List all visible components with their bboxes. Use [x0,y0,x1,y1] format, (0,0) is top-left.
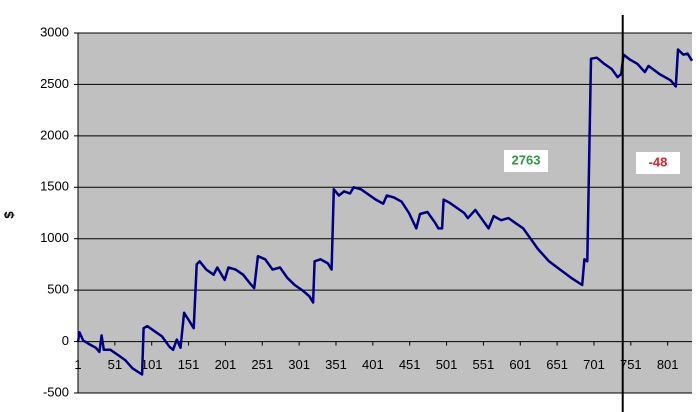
x-tick-label: 751 [620,357,642,372]
x-tick-label: 101 [141,357,163,372]
annotation-box [636,152,680,174]
y-tick-label: 2000 [40,127,69,142]
annotation: 2763 [512,152,541,167]
y-tick-label: -500 [43,384,69,399]
annotation: -48 [649,154,668,169]
x-tick-label: 251 [251,357,273,372]
y-tick-label: 1000 [40,230,69,245]
x-tick-label: 801 [657,357,679,372]
plot-area [78,33,692,393]
y-tick-label: 2500 [40,76,69,91]
x-tick-label: 701 [583,357,605,372]
x-tick-label: 1 [74,357,81,372]
y-tick-label: 3000 [40,24,69,39]
x-tick-label: 551 [473,357,495,372]
x-tick-label: 201 [215,357,237,372]
x-tick-label: 401 [362,357,384,372]
y-axis-label: $ [1,211,16,219]
x-tick-label: 51 [108,357,122,372]
x-tick-label: 351 [325,357,347,372]
x-tick-label: 501 [436,357,458,372]
y-tick-label: 1500 [40,179,69,194]
y-tick-label: 500 [47,282,69,297]
x-tick-label: 651 [546,357,568,372]
y-tick-label: 0 [62,333,69,348]
annotation-box [504,150,548,172]
x-tick-label: 601 [509,357,531,372]
x-tick-label: 301 [288,357,310,372]
equity-line [76,48,694,376]
x-tick-label: 151 [178,357,200,372]
x-tick-label: 451 [399,357,421,372]
